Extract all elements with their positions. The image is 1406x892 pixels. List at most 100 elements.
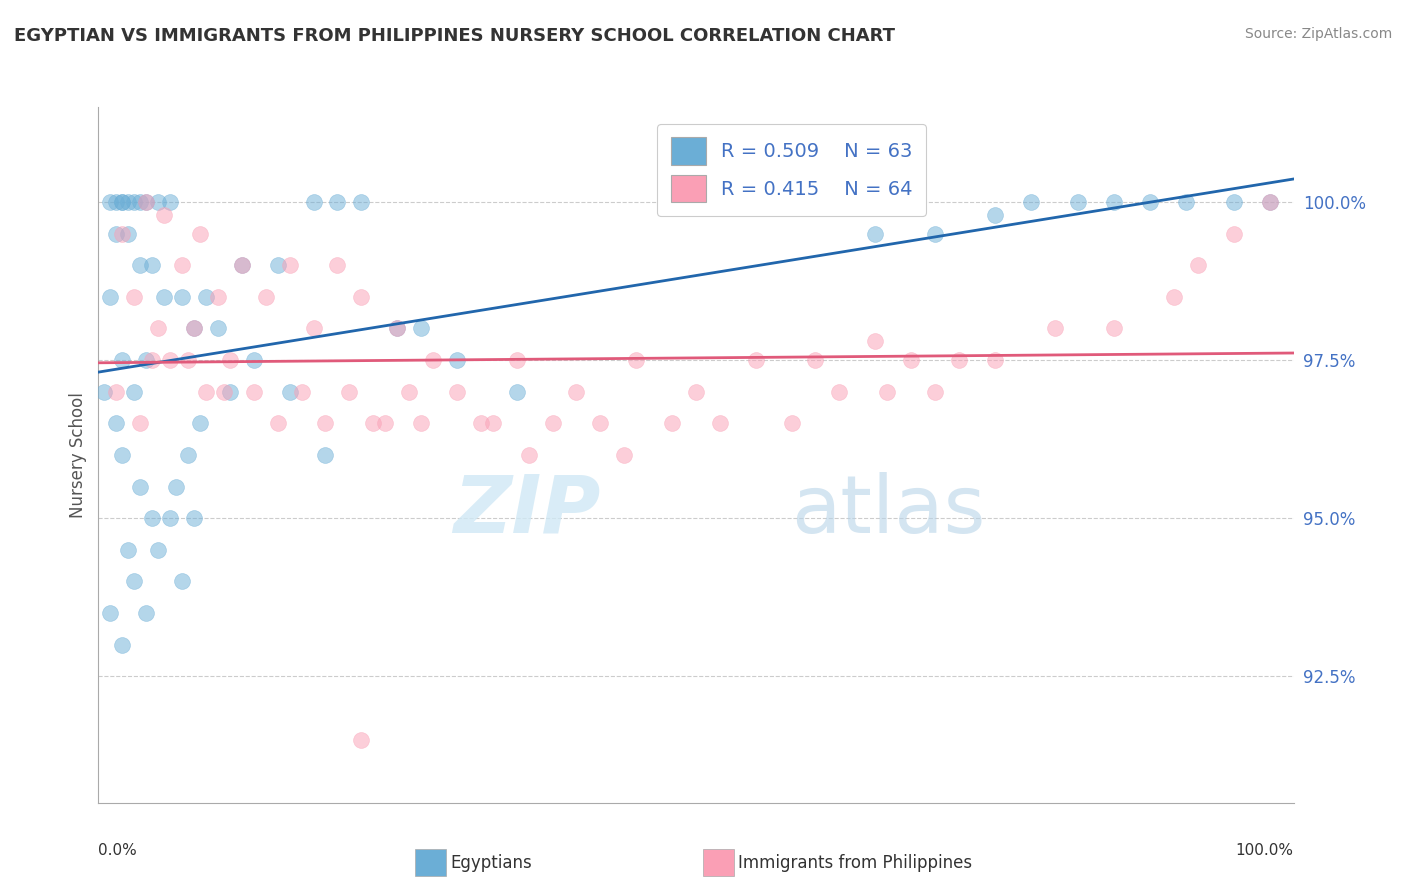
Y-axis label: Nursery School: Nursery School (69, 392, 87, 518)
Point (422, 353, 444, 368)
Point (195, 290, 218, 304)
Point (117, 542, 139, 557)
Point (129, 258, 152, 272)
Point (111, 227, 134, 241)
Point (1258, 194, 1281, 209)
Point (374, 417, 396, 431)
Point (148, 542, 170, 557)
Point (565, 384, 588, 399)
Point (924, 384, 946, 399)
Point (1139, 194, 1161, 209)
Point (105, 384, 128, 399)
Point (124, 574, 146, 589)
Point (105, 227, 128, 241)
Point (124, 194, 146, 209)
Point (117, 194, 139, 209)
Point (148, 194, 170, 209)
Point (207, 290, 229, 304)
Point (900, 353, 922, 368)
Text: EGYPTIAN VS IMMIGRANTS FROM PHILIPPINES NURSERY SCHOOL CORRELATION CHART: EGYPTIAN VS IMMIGRANTS FROM PHILIPPINES … (14, 27, 896, 45)
Point (141, 511, 163, 525)
Point (188, 417, 211, 431)
Point (188, 227, 211, 241)
Point (98, 194, 122, 209)
Point (159, 511, 181, 525)
Point (709, 417, 731, 431)
Point (135, 606, 157, 620)
Point (363, 417, 385, 431)
Point (231, 258, 253, 272)
Point (411, 417, 433, 431)
Point (1163, 290, 1185, 304)
Text: ZIP: ZIP (453, 472, 600, 549)
Point (172, 574, 194, 589)
Point (385, 321, 409, 335)
Legend: R = 0.509    N = 63, R = 0.415    N = 64: R = 0.509 N = 63, R = 0.415 N = 64 (657, 124, 927, 216)
Point (219, 384, 242, 399)
Point (183, 511, 205, 525)
Point (865, 334, 887, 348)
Point (626, 353, 648, 368)
Point (350, 194, 373, 209)
Point (129, 417, 152, 431)
Point (326, 194, 349, 209)
Point (470, 417, 492, 431)
Point (135, 194, 157, 209)
Point (93, 384, 115, 399)
Point (291, 384, 314, 399)
Point (135, 353, 157, 368)
Point (177, 353, 200, 368)
Point (267, 258, 290, 272)
Point (685, 384, 707, 399)
Point (482, 417, 505, 431)
Point (159, 353, 181, 368)
Point (212, 384, 235, 399)
Point (243, 384, 266, 399)
Point (195, 384, 218, 399)
Point (924, 227, 946, 241)
Point (124, 290, 146, 304)
Point (117, 227, 139, 241)
Point (1223, 194, 1246, 209)
Point (148, 321, 170, 335)
Text: Immigrants from Philippines: Immigrants from Philippines (738, 854, 973, 871)
Point (135, 194, 157, 209)
Point (1258, 194, 1281, 209)
Point (589, 417, 612, 431)
Point (745, 353, 768, 368)
Point (984, 353, 1007, 368)
Point (876, 384, 898, 399)
Point (98, 606, 122, 620)
Point (385, 321, 409, 335)
Point (243, 353, 266, 368)
Text: 0.0%: 0.0% (98, 843, 138, 858)
Point (165, 479, 187, 493)
Point (267, 417, 290, 431)
Point (506, 353, 529, 368)
Point (141, 258, 163, 272)
Point (105, 194, 128, 209)
Point (350, 732, 373, 747)
Point (141, 353, 163, 368)
Point (339, 384, 361, 399)
Point (1043, 321, 1066, 335)
Point (183, 321, 205, 335)
Point (1175, 194, 1198, 209)
Point (98, 290, 122, 304)
Point (506, 384, 529, 399)
Point (446, 353, 468, 368)
Text: 100.0%: 100.0% (1236, 843, 1294, 858)
Point (254, 290, 277, 304)
Text: Source: ZipAtlas.com: Source: ZipAtlas.com (1244, 27, 1392, 41)
Point (1104, 321, 1126, 335)
Point (159, 194, 181, 209)
Point (948, 353, 970, 368)
Point (302, 194, 325, 209)
Point (1187, 258, 1209, 272)
Point (105, 417, 128, 431)
Point (302, 321, 325, 335)
Point (219, 353, 242, 368)
Point (398, 384, 420, 399)
Point (129, 194, 152, 209)
Point (661, 417, 683, 431)
